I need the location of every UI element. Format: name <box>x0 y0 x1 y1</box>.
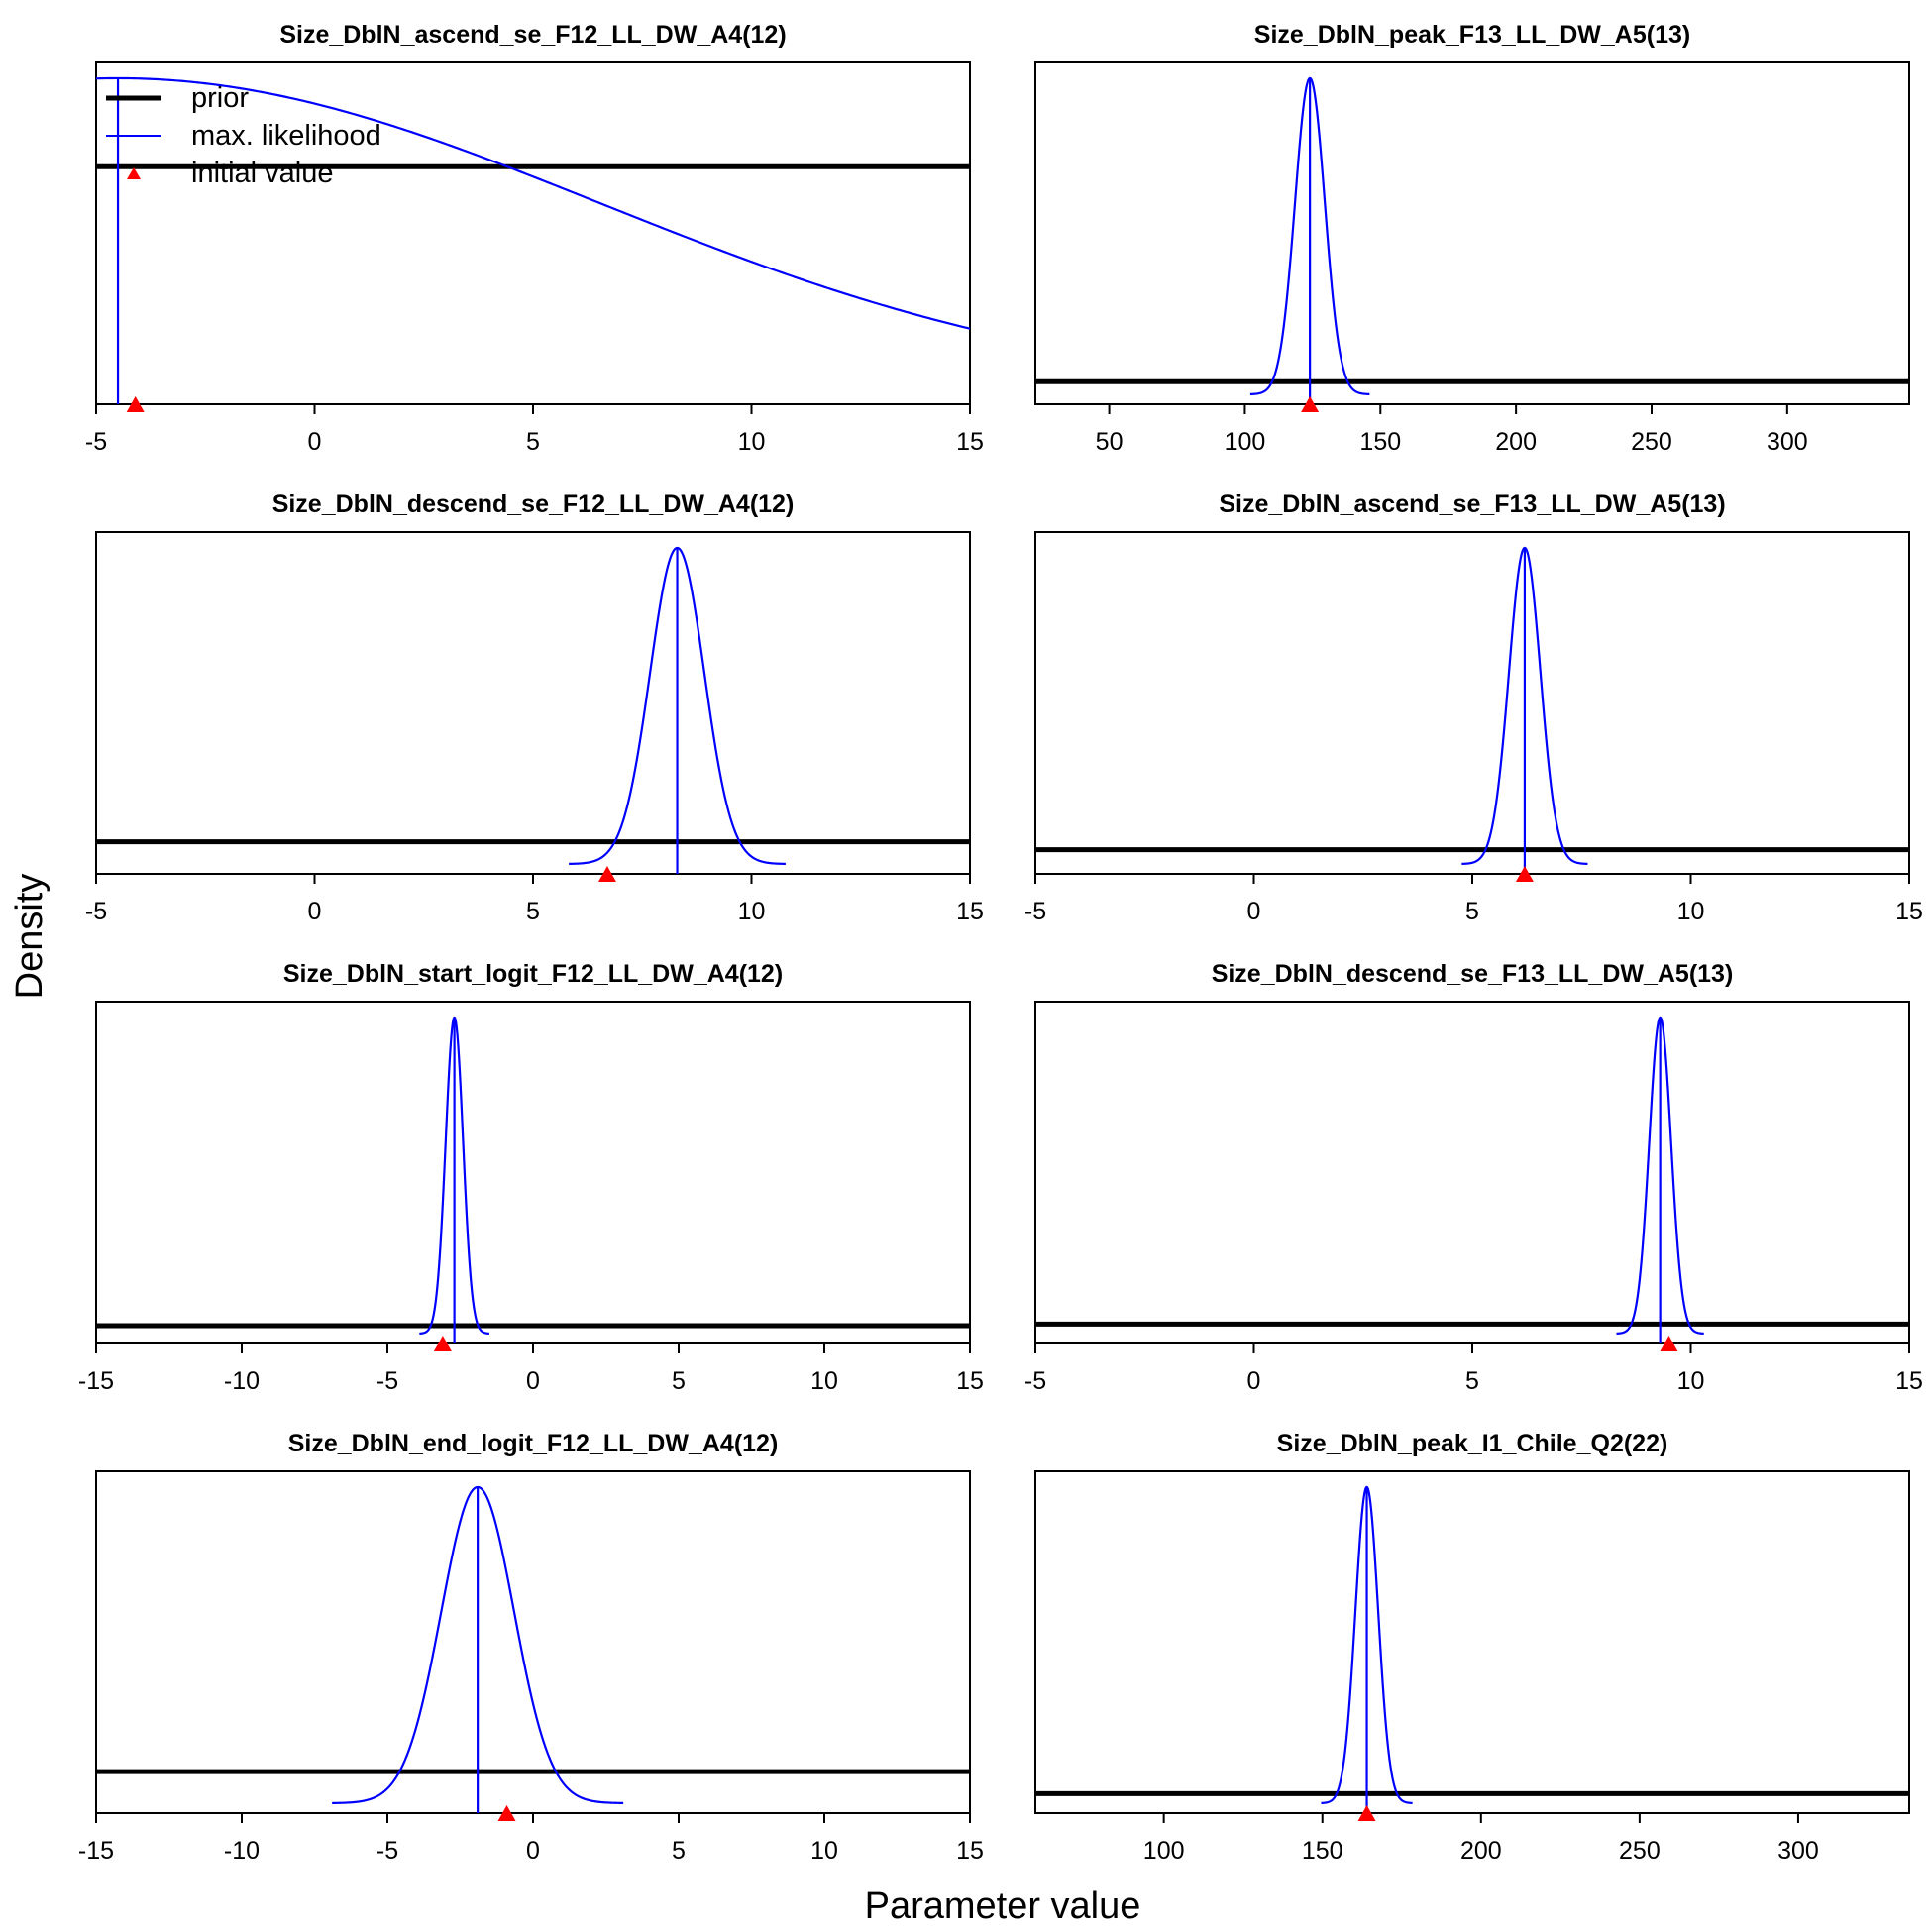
x-tick-label: 15 <box>956 1367 984 1395</box>
initial-value-marker <box>1357 1805 1376 1821</box>
x-tick-label: 10 <box>1677 898 1705 925</box>
x-tick-label: 250 <box>1619 1837 1661 1865</box>
x-tick-label: 0 <box>1247 898 1261 925</box>
x-tick-label: 5 <box>526 428 540 456</box>
panel-7: Size_DblN_end_logit_F12_LL_DW_A4(12) -15 -… <box>78 1430 984 1865</box>
x-tick-label: 0 <box>526 1837 540 1865</box>
x-tick-label: 0 <box>1247 1367 1261 1395</box>
panel-3: Size_DblN_descend_se_F12_LL_DW_A4(12) -5 0… <box>85 490 984 925</box>
x-tick-label: 10 <box>1677 1367 1705 1395</box>
x-tick-label: 10 <box>810 1837 838 1865</box>
x-axis-title: Parameter value <box>865 1885 1141 1927</box>
initial-value-marker <box>497 1805 516 1821</box>
plot-frame <box>1034 1001 1910 1344</box>
panel-title: Size_DblN_descend_se_F12_LL_DW_A4(12) <box>272 490 795 518</box>
panel-4: Size_DblN_ascend_se_F13_LL_DW_A5(13) -5 0 5… <box>1024 490 1923 925</box>
x-tick-label: -5 <box>1024 1367 1046 1395</box>
legend-label: prior <box>191 82 249 114</box>
plot-frame <box>1034 531 1910 875</box>
initial-value-marker <box>126 396 145 412</box>
initial-value-marker <box>1660 1336 1678 1351</box>
x-tick-label: 5 <box>672 1837 686 1865</box>
likelihood-curve <box>419 1016 489 1335</box>
panel-title: Size_DblN_descend_se_F13_LL_DW_A5(13) <box>1212 960 1734 988</box>
x-tick-label: 5 <box>1465 898 1479 925</box>
x-tick-label: 100 <box>1225 428 1266 456</box>
x-tick-label: 50 <box>1096 428 1124 456</box>
panel-title: Size_DblN_ascend_se_F12_LL_DW_A4(12) <box>279 21 786 49</box>
x-tick-label: -10 <box>224 1837 260 1865</box>
x-tick-label: 15 <box>956 898 984 925</box>
x-tick-label: 15 <box>1895 898 1923 925</box>
x-tick-label: 15 <box>1895 1367 1923 1395</box>
x-tick-label: 300 <box>1777 1837 1819 1865</box>
legend-label: initial value <box>191 158 333 189</box>
x-tick-label: 0 <box>308 898 322 925</box>
panel-title: Size_DblN_ascend_se_F13_LL_DW_A5(13) <box>1219 490 1725 518</box>
x-tick-label: -15 <box>78 1367 114 1395</box>
legend: prior max. likelihood initial value <box>106 82 381 189</box>
x-tick-label: 150 <box>1359 428 1401 456</box>
initial-value-marker <box>433 1336 452 1351</box>
x-tick-label: -5 <box>85 898 107 925</box>
plot-frame <box>1034 1470 1910 1814</box>
x-tick-label: 10 <box>738 428 766 456</box>
plot-frame <box>1034 61 1910 405</box>
x-tick-label: 0 <box>308 428 322 456</box>
x-tick-label: 300 <box>1767 428 1808 456</box>
panel-title: Size_DblN_peak_F13_LL_DW_A5(13) <box>1254 21 1690 49</box>
x-tick-label: 100 <box>1143 1837 1185 1865</box>
likelihood-curve <box>1321 1485 1413 1804</box>
x-tick-label: 200 <box>1460 1837 1502 1865</box>
x-tick-label: -5 <box>376 1367 398 1395</box>
x-tick-label: 10 <box>810 1367 838 1395</box>
x-tick-label: -10 <box>224 1367 260 1395</box>
likelihood-curve <box>1616 1016 1704 1335</box>
panel-6: Size_DblN_descend_se_F13_LL_DW_A5(13) -5 0… <box>1024 960 1923 1395</box>
initial-value-marker <box>1301 396 1320 412</box>
x-tick-label: 5 <box>672 1367 686 1395</box>
x-tick-label: 250 <box>1631 428 1672 456</box>
x-tick-label: 0 <box>526 1367 540 1395</box>
panel-8: Size_DblN_peak_I1_Chile_Q2(22) 100 150 200 2… <box>1034 1430 1910 1865</box>
x-tick-label: 150 <box>1302 1837 1343 1865</box>
x-tick-label: -5 <box>85 428 107 456</box>
x-tick-label: 5 <box>1465 1367 1479 1395</box>
likelihood-curve <box>569 546 786 865</box>
likelihood-curve <box>1249 76 1370 395</box>
x-tick-label: 5 <box>526 898 540 925</box>
initial-value-marker <box>597 866 616 882</box>
plot-frame <box>95 1001 971 1344</box>
x-tick-label: 200 <box>1495 428 1537 456</box>
panel-5: Size_DblN_start_logit_F12_LL_DW_A4(12) -1… <box>78 960 984 1395</box>
panel-title: Size_DblN_end_logit_F12_LL_DW_A4(12) <box>288 1430 779 1457</box>
likelihood-curve <box>1461 546 1588 865</box>
x-tick-label: -15 <box>78 1837 114 1865</box>
likelihood-curve <box>332 1485 624 1804</box>
panel-title: Size_DblN_peak_I1_Chile_Q2(22) <box>1277 1430 1668 1457</box>
y-axis-title: Density <box>9 874 51 1000</box>
panels: Size_DblN_ascend_se_F12_LL_DW_A4(12) -5 0 5… <box>78 21 1923 1865</box>
initial-value-marker <box>1515 866 1534 882</box>
x-tick-label: -5 <box>376 1837 398 1865</box>
panel-1: Size_DblN_ascend_se_F12_LL_DW_A4(12) -5 0 5… <box>85 21 984 456</box>
likelihood-curve <box>95 76 971 330</box>
x-tick-label: 15 <box>956 1837 984 1865</box>
legend-label: max. likelihood <box>191 120 381 152</box>
panel-2: Size_DblN_peak_F13_LL_DW_A5(13) 50 100 150 2… <box>1034 21 1910 456</box>
x-tick-label: 15 <box>956 428 984 456</box>
panel-title: Size_DblN_start_logit_F12_LL_DW_A4(12) <box>283 960 783 988</box>
x-tick-label: 10 <box>738 898 766 925</box>
x-tick-label: -5 <box>1024 898 1046 925</box>
plot-frame <box>95 1470 971 1814</box>
plot-frame <box>95 531 971 875</box>
legend-swatch-initial <box>127 167 141 179</box>
